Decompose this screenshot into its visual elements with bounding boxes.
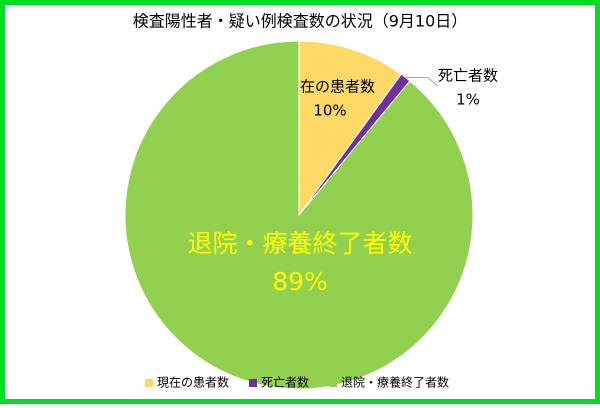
data-label: 10% (313, 102, 346, 120)
data-label-category: 死亡者数 (438, 67, 498, 85)
data-label: 1% (456, 91, 480, 109)
legend-swatch (329, 379, 337, 387)
leader-line (405, 77, 439, 87)
legend-label: 死亡者数 (261, 375, 309, 390)
legend-label: 現在の患者数 (157, 375, 229, 390)
legend-swatch (145, 379, 153, 387)
data-label-category: 退院・療養終了者数 (187, 229, 412, 258)
legend-swatch (249, 379, 257, 387)
legend-label: 退院・療養終了者数 (341, 375, 449, 390)
data-label: 89% (272, 267, 328, 296)
data-label-category: 現在の患者数 (285, 78, 375, 96)
pie-slice (298, 40, 402, 217)
chart-title: 検査陽性者・疑い例検査数の状況（9月10日） (133, 12, 468, 31)
pie-slice (124, 40, 474, 390)
